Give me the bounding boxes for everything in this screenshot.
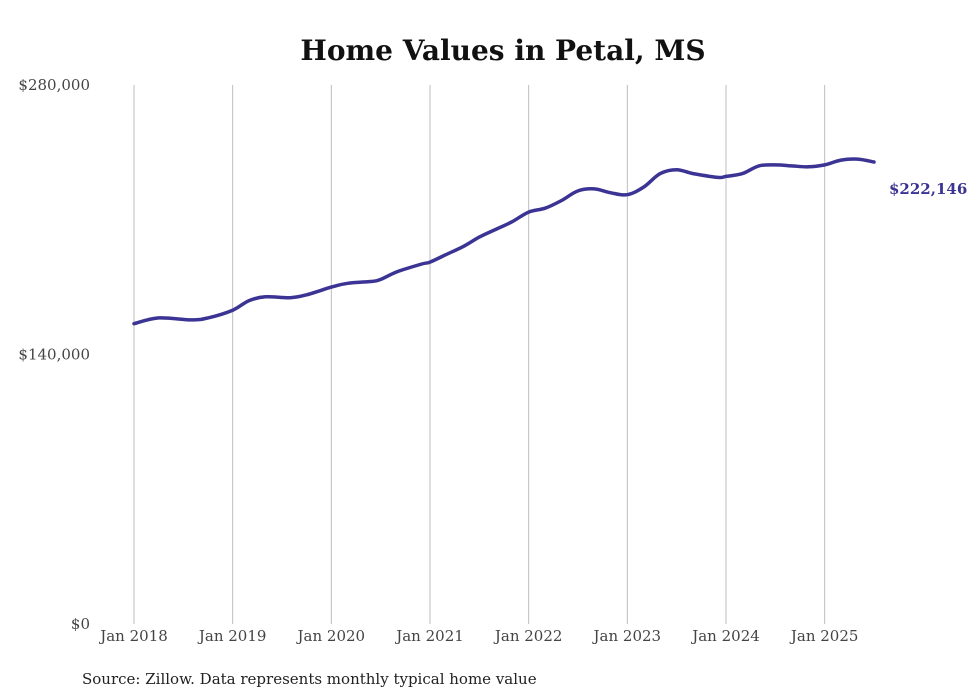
series-layer bbox=[132, 157, 876, 326]
home-value-line bbox=[132, 157, 876, 326]
x-tick-label: Jan 2022 bbox=[493, 627, 563, 645]
end-value-label: $222,146 bbox=[889, 180, 967, 198]
x-tick-label: Jan 2024 bbox=[690, 627, 760, 645]
x-tick-label: Jan 2021 bbox=[394, 627, 464, 645]
y-axis-tick-labels: $0 $140,000 $280,000 bbox=[18, 76, 90, 633]
x-tick-label: Jan 2023 bbox=[592, 627, 662, 645]
x-tick-label: Jan 2020 bbox=[296, 627, 366, 645]
x-tick-label: Jan 2018 bbox=[98, 627, 168, 645]
x-tick-label: Jan 2025 bbox=[789, 627, 859, 645]
chart-title: Home Values in Petal, MS bbox=[300, 34, 705, 67]
x-axis-tick-labels: Jan 2018 Jan 2019 Jan 2020 Jan 2021 Jan 2022… bbox=[98, 627, 858, 645]
y-tick-label: $140,000 bbox=[18, 346, 90, 364]
x-tick-label: Jan 2019 bbox=[197, 627, 267, 645]
source-note: Source: Zillow. Data represents monthly … bbox=[82, 670, 537, 688]
y-tick-label: $0 bbox=[71, 615, 90, 633]
y-tick-label: $280,000 bbox=[18, 76, 90, 94]
grid-layer bbox=[133, 85, 826, 624]
